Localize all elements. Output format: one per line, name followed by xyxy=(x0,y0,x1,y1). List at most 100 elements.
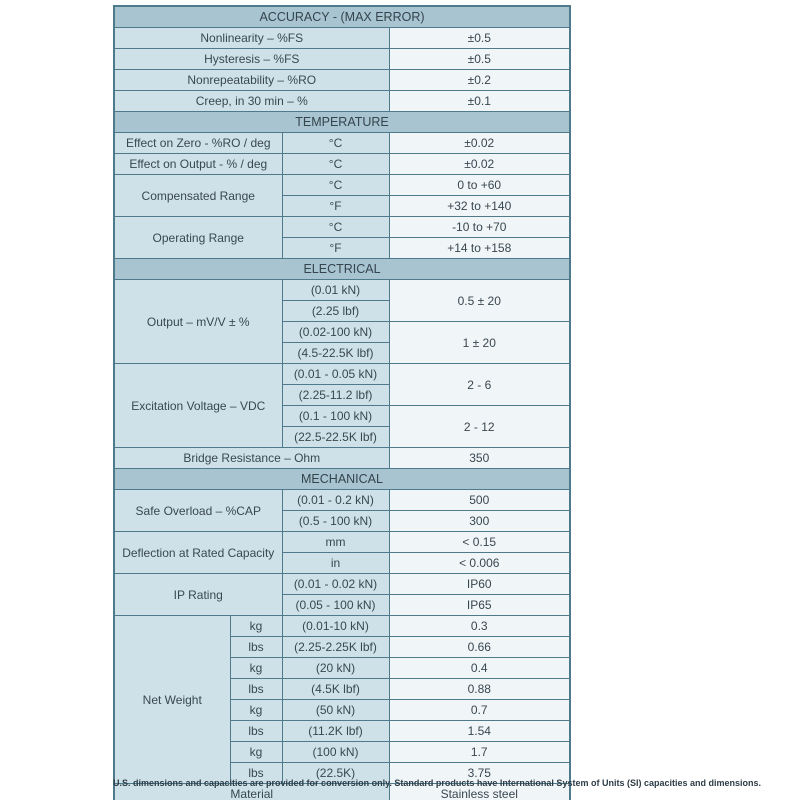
section-header-electrical: ELECTRICAL xyxy=(113,258,571,280)
row-unit: °C xyxy=(281,132,390,154)
table-row: lbs (4.5K lbf) 0.88 xyxy=(114,678,571,700)
row-range: (0.5 - 100 kN) xyxy=(281,510,390,532)
row-label: Effect on Zero - %RO / deg xyxy=(113,132,283,154)
row-value: ±0.5 xyxy=(388,48,571,70)
row-value: < 0.15 xyxy=(388,531,571,553)
row-range: (11.2K lbf) xyxy=(281,720,390,742)
table-row: °F +14 to +158 xyxy=(114,237,571,259)
row-range: (0.1 - 100 kN) xyxy=(281,405,390,427)
row-range: (0.01-10 kN) xyxy=(281,615,390,637)
row-range: (0.01 - 0.2 kN) xyxy=(281,489,390,511)
row-unit: kg xyxy=(229,615,283,637)
row-label: Excitation Voltage – VDC xyxy=(113,363,283,448)
table-row: Effect on Output - % / deg °C ±0.02 xyxy=(113,153,571,175)
row-unit: kg xyxy=(229,657,283,679)
row-label: Net Weight xyxy=(113,615,231,784)
row-value: ±0.02 xyxy=(388,132,571,154)
section-header-temperature: TEMPERATURE xyxy=(113,111,571,133)
row-value: IP65 xyxy=(388,594,571,616)
table-row: Material Stainless steel xyxy=(113,783,571,800)
row-value: 1.54 xyxy=(388,720,571,742)
row-value: IP60 xyxy=(388,573,571,595)
section-row-electrical: ELECTRICAL xyxy=(113,258,571,280)
section-row-mechanical: MECHANICAL xyxy=(113,468,571,490)
row-range: (22.5-22.5K lbf) xyxy=(281,426,390,448)
row-value: -10 to +70 xyxy=(388,216,571,238)
row-value: 3.75 xyxy=(388,762,571,784)
table-row: kg (100 kN) 1.7 xyxy=(114,741,571,763)
row-range: (0.05 - 100 kN) xyxy=(281,594,390,616)
row-label: Hysteresis – %FS xyxy=(113,48,390,70)
table-row: °F +32 to +140 xyxy=(114,195,571,217)
row-label: Nonrepeatability – %RO xyxy=(113,69,390,91)
table-row: Nonrepeatability – %RO ±0.2 xyxy=(113,69,571,91)
table-row: lbs (11.2K lbf) 1.54 xyxy=(114,720,571,742)
table-row: lbs (22.5K) 3.75 xyxy=(114,762,571,784)
row-value: +32 to +140 xyxy=(388,195,571,217)
row-range: (100 kN) xyxy=(281,741,390,763)
row-range: (4.5K lbf) xyxy=(281,678,390,700)
row-unit: °F xyxy=(281,195,390,217)
table-row: (0.1 - 100 kN) 2 - 12 xyxy=(114,405,571,448)
section-header-accuracy: ACCURACY - (MAX ERROR) xyxy=(113,5,571,28)
section-header-mechanical: MECHANICAL xyxy=(113,468,571,490)
row-range: (2.25-11.2 lbf) xyxy=(281,384,390,406)
row-label: Effect on Output - % / deg xyxy=(113,153,283,175)
row-value: 0.7 xyxy=(388,699,571,721)
table-row: Net Weight kg (0.01-10 kN) 0.3 xyxy=(113,615,571,784)
row-value: ±0.1 xyxy=(388,90,571,112)
row-range: in xyxy=(281,552,390,574)
section-row-temperature: TEMPERATURE xyxy=(113,111,571,133)
row-range: (2.25 lbf) xyxy=(281,300,390,322)
table-row: Effect on Zero - %RO / deg °C ±0.02 xyxy=(113,132,571,154)
row-range: (22.5K) xyxy=(281,762,390,784)
row-value: 0.88 xyxy=(388,678,571,700)
table-row: Hysteresis – %FS ±0.5 xyxy=(113,48,571,70)
table-row: (22.5-22.5K lbf) xyxy=(114,426,570,448)
table-row: Nonlinearity – %FS ±0.5 xyxy=(113,27,571,49)
table-row: Bridge Resistance – Ohm 350 xyxy=(113,447,571,469)
row-unit: lbs xyxy=(229,720,283,742)
row-range: (4.5-22.5K lbf) xyxy=(281,342,390,364)
row-unit: °F xyxy=(281,237,390,259)
row-label: Compensated Range xyxy=(113,174,283,217)
row-label: IP Rating xyxy=(113,573,283,616)
table-row: (0.05 - 100 kN) IP65 xyxy=(114,594,571,616)
row-range: (2.25-2.25K lbf) xyxy=(281,636,390,658)
row-range: (20 kN) xyxy=(281,657,390,679)
spec-table: ACCURACY - (MAX ERROR) Nonlinearity – %F… xyxy=(113,5,571,800)
row-value: ±0.02 xyxy=(388,153,571,175)
table-row: lbs (2.25-2.25K lbf) 0.66 xyxy=(114,636,571,658)
row-value: 0.4 xyxy=(388,657,571,679)
table-row: Creep, in 30 min – % ±0.1 xyxy=(113,90,571,112)
table-row: (2.25-11.2 lbf) xyxy=(114,384,570,406)
row-value: ±0.2 xyxy=(388,69,571,91)
row-value: 300 xyxy=(388,510,571,532)
row-value: Stainless steel xyxy=(388,783,571,800)
row-value: 0.5 ± 20 xyxy=(388,279,571,322)
table-row: (2.25 lbf) xyxy=(114,300,570,322)
row-value: 0.66 xyxy=(388,636,571,658)
row-label: Bridge Resistance – Ohm xyxy=(113,447,390,469)
row-value: 1.7 xyxy=(388,741,571,763)
row-value: 1 ± 20 xyxy=(388,321,571,364)
row-label: Output – mV/V ± % xyxy=(113,279,283,364)
table-row: IP Rating (0.01 - 0.02 kN) IP60 xyxy=(113,573,571,616)
row-value: 0.3 xyxy=(388,615,571,637)
table-row: (0.02-100 kN) 1 ± 20 xyxy=(114,321,571,364)
row-value: 2 - 6 xyxy=(388,363,571,406)
row-value: 0 to +60 xyxy=(388,174,571,196)
row-value: +14 to +158 xyxy=(388,237,571,259)
row-value: 500 xyxy=(388,489,571,511)
row-label: Creep, in 30 min – % xyxy=(113,90,390,112)
row-unit: kg xyxy=(229,741,283,763)
row-range: (0.01 - 0.02 kN) xyxy=(281,573,390,595)
row-range: (0.01 - 0.05 kN) xyxy=(281,363,390,385)
footnote: U.S. dimensions and capacities are provi… xyxy=(113,778,761,788)
row-label: Safe Overload – %CAP xyxy=(113,489,283,532)
table-row: Compensated Range °C 0 to +60 xyxy=(113,174,571,217)
row-unit: °C xyxy=(281,174,390,196)
row-unit: lbs xyxy=(229,636,283,658)
table-row: Safe Overload – %CAP (0.01 - 0.2 kN) 500 xyxy=(113,489,571,532)
table-row: kg (20 kN) 0.4 xyxy=(114,657,571,679)
